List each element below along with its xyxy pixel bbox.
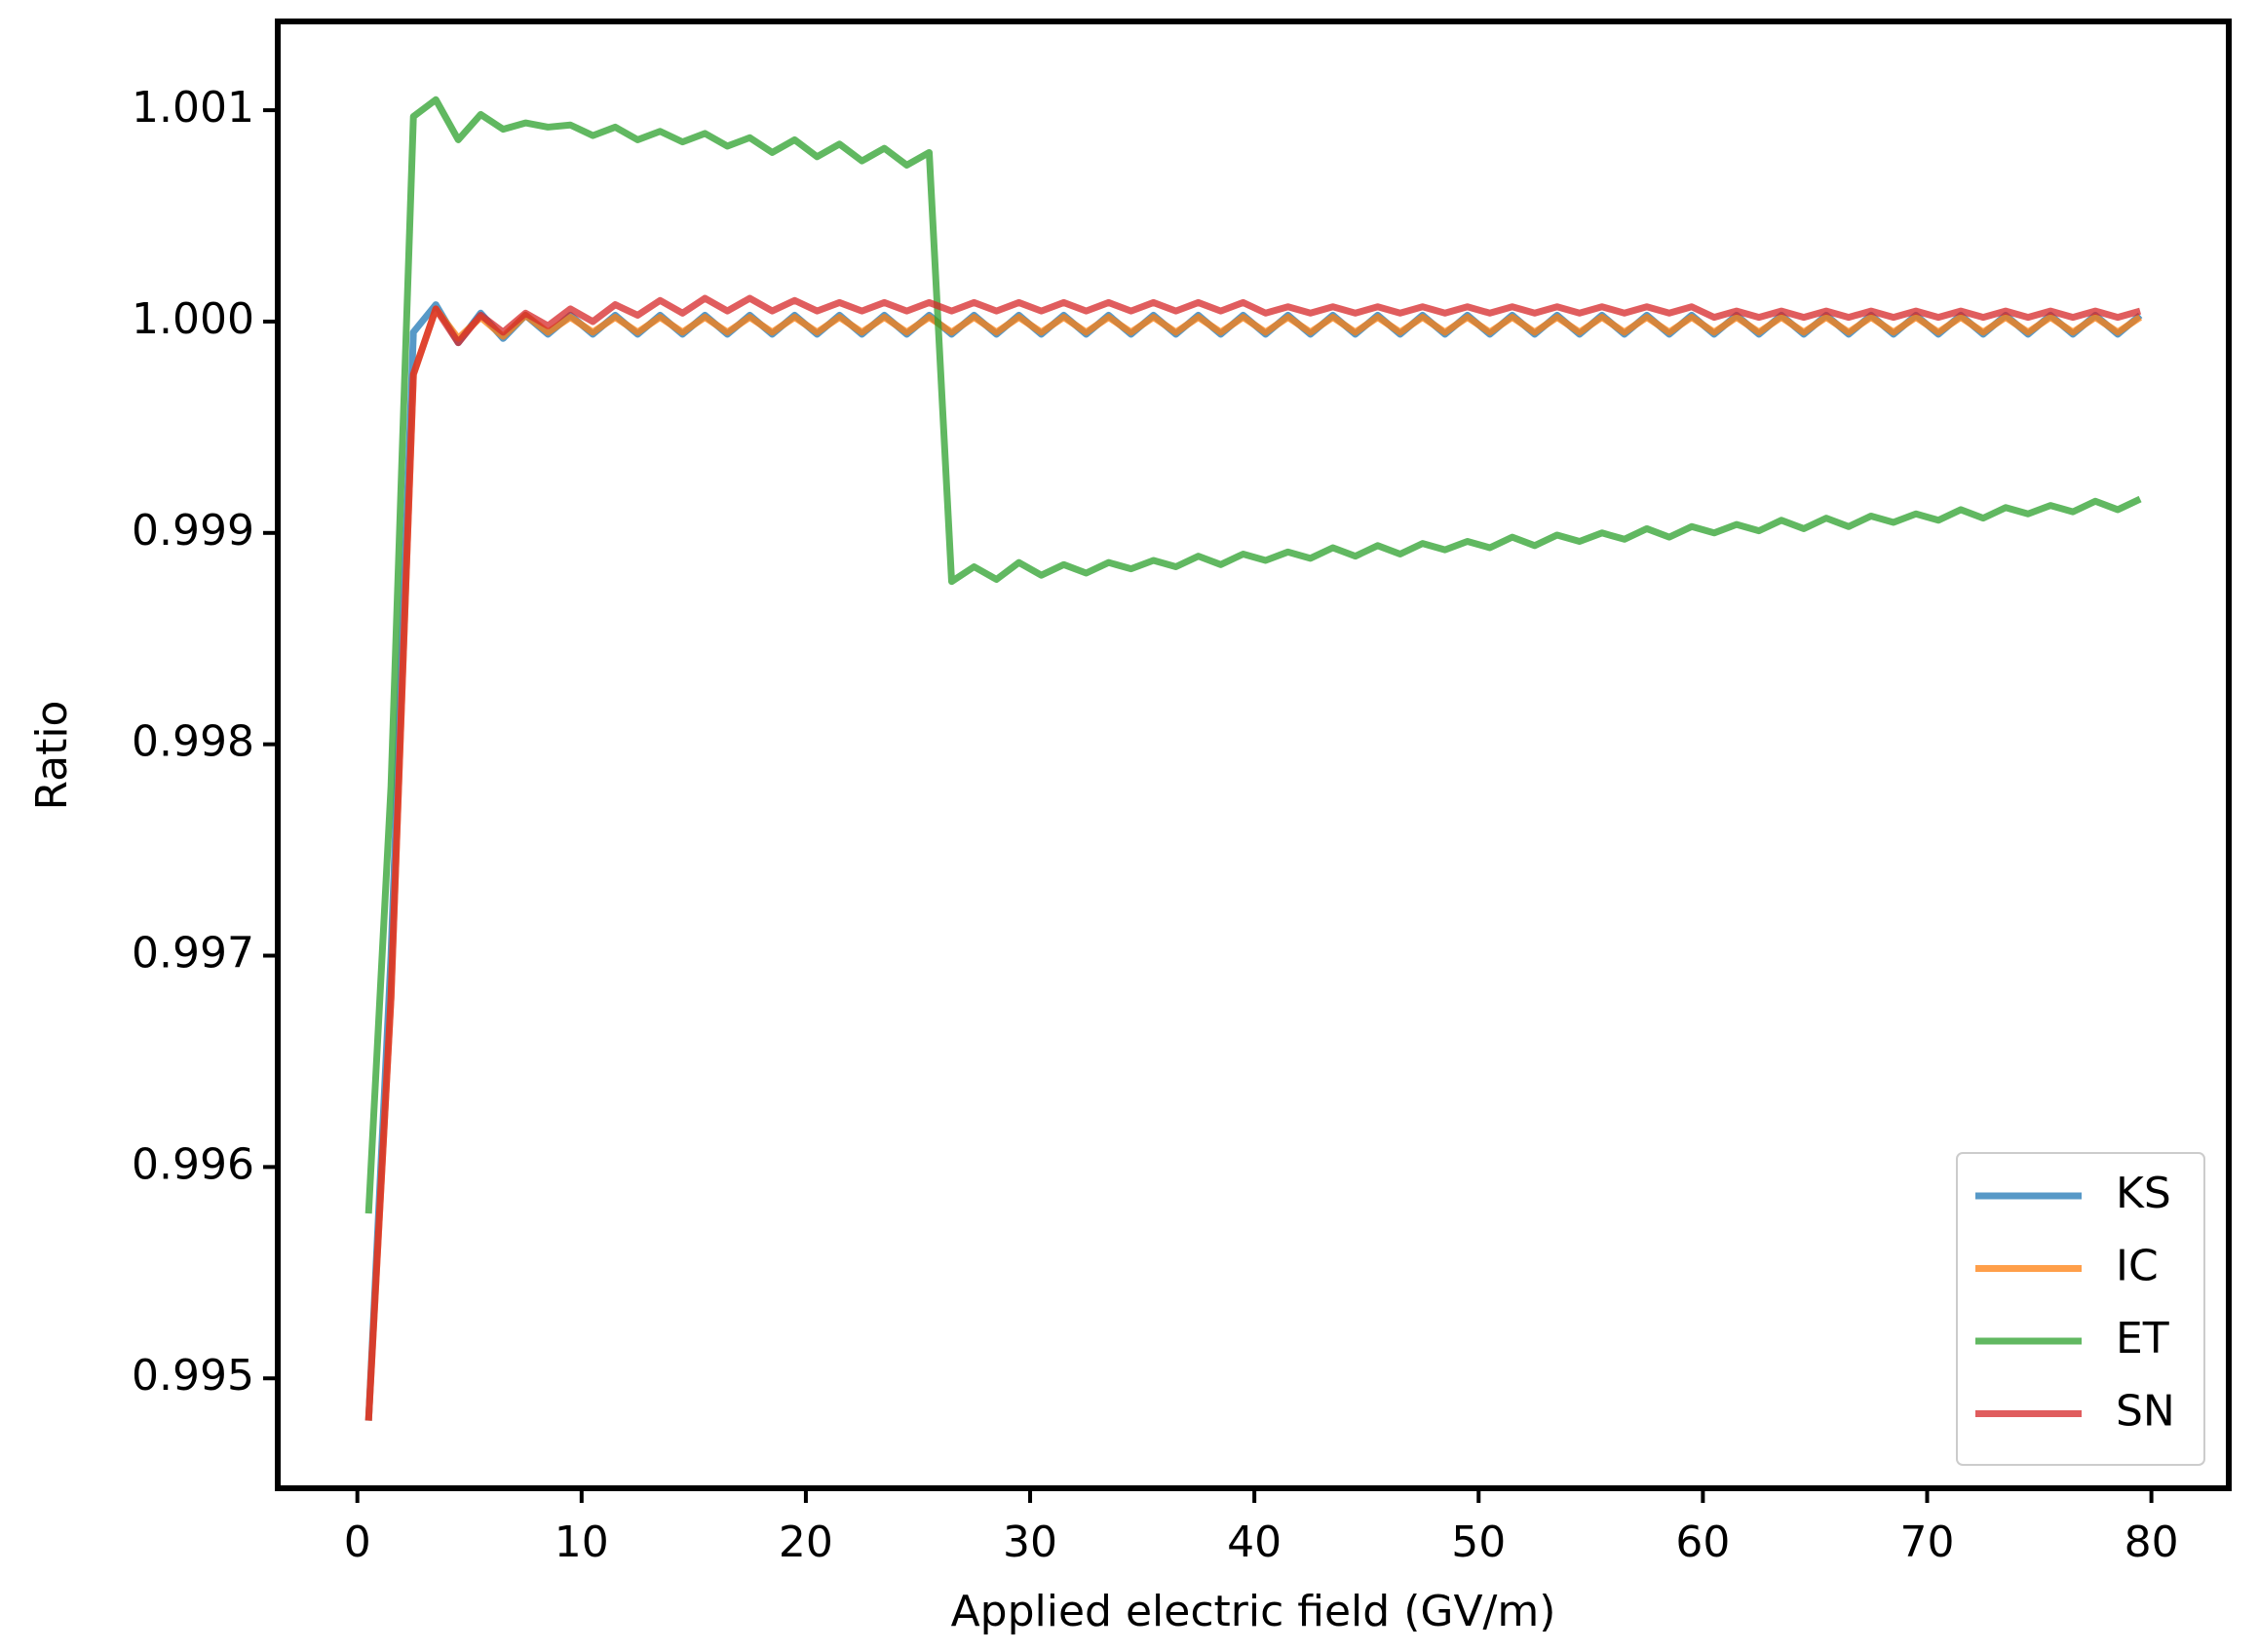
legend-box <box>1956 1152 2205 1466</box>
x-tick-label: 40 <box>1227 1518 1282 1567</box>
x-tick-label: 10 <box>555 1518 609 1567</box>
x-tick-label: 30 <box>1003 1518 1057 1567</box>
x-tick-label: 70 <box>1899 1518 1954 1567</box>
plot-area <box>364 96 2143 1421</box>
y-tick-label: 0.999 <box>132 506 254 556</box>
x-tick-label: 20 <box>779 1518 833 1567</box>
y-tick-label: 0.998 <box>132 717 254 767</box>
data-line <box>364 305 2143 1421</box>
legend-label: ET <box>2116 1314 2169 1364</box>
y-tick-label: 1.000 <box>132 294 254 344</box>
y-tick-label: 1.001 <box>132 83 254 133</box>
x-tick-label: 60 <box>1675 1518 1730 1567</box>
y-axis-label: Ratio <box>27 701 77 811</box>
legend-label: KS <box>2116 1169 2171 1218</box>
x-axis-label: Applied electric field (GV/m) <box>951 1587 1556 1636</box>
y-tick-label: 0.997 <box>132 929 254 979</box>
y-tick-label: 0.996 <box>132 1139 254 1189</box>
x-tick-label: 80 <box>2124 1518 2179 1567</box>
data-line <box>364 294 2142 1421</box>
data-line <box>364 96 2142 1214</box>
legend-label: SN <box>2116 1387 2175 1437</box>
axes-frame <box>275 19 2232 1491</box>
x-tick-label: 50 <box>1451 1518 1506 1567</box>
x-tick-label: 0 <box>344 1518 371 1567</box>
y-tick-label: 0.995 <box>132 1351 254 1401</box>
legend-label: IC <box>2116 1242 2159 1291</box>
